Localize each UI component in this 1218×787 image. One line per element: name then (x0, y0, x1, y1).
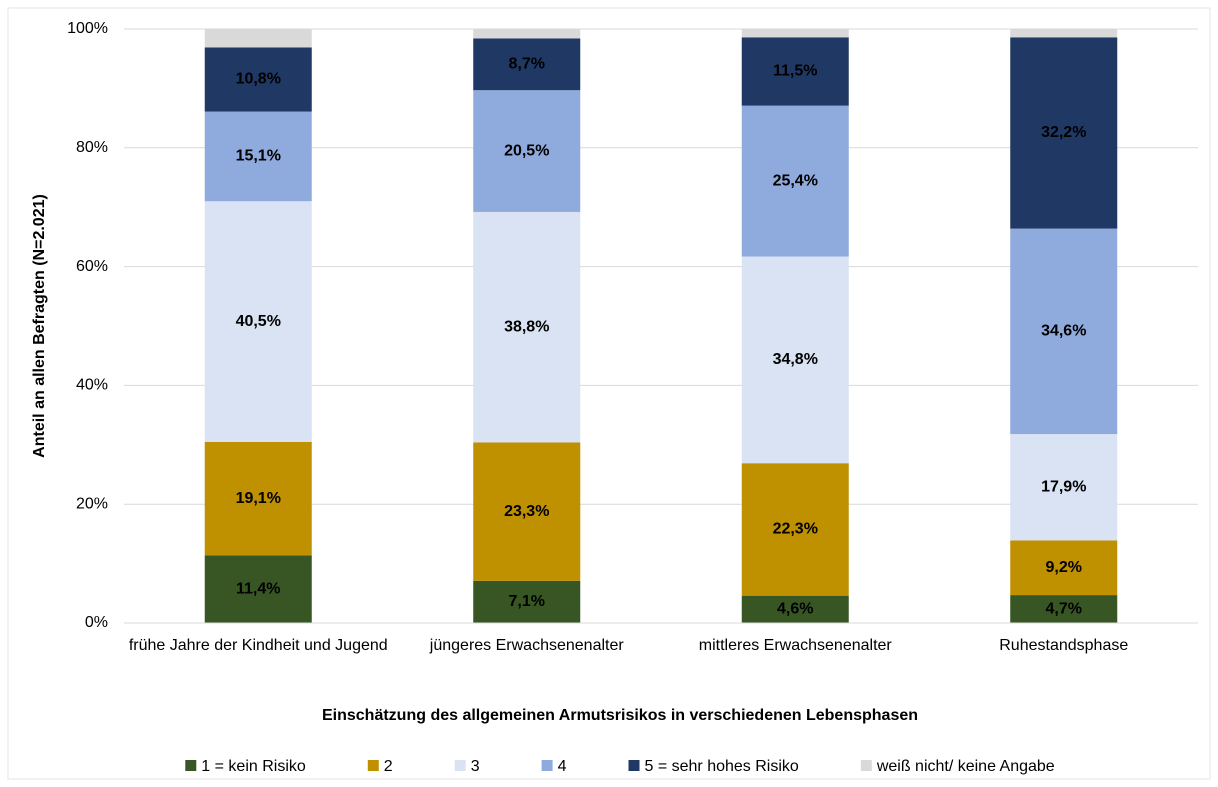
data-label: 40,5% (236, 313, 281, 330)
x-tick-label: frühe Jahre der Kindheit und Jugend (128, 637, 388, 654)
y-tick-label: 0% (85, 614, 108, 631)
frame (7, 7, 1211, 780)
data-label: 10,8% (236, 71, 281, 88)
bar-segment (473, 442, 581, 581)
data-label: 15,1% (236, 148, 281, 165)
legend-label: 1 = kein Risiko (201, 758, 306, 775)
legend-marker (185, 760, 197, 771)
y-axis-title: Anteil an allen Befragten (N=2.021) (31, 194, 48, 458)
data-label: 19,1% (236, 490, 281, 507)
legend-marker (454, 760, 466, 771)
legend-label: 4 (558, 758, 567, 775)
bar-segment (741, 29, 849, 38)
data-label: 4,6% (777, 601, 813, 618)
data-label: 11,5% (773, 63, 817, 80)
legend-marker (541, 760, 553, 771)
bar-segment (1010, 595, 1118, 623)
bar-segment (204, 441, 312, 556)
bar-segment (1010, 37, 1118, 229)
bar-segment (204, 555, 312, 623)
data-label: 23,3% (504, 503, 549, 520)
x-tick-label: Ruhestandsphase (999, 637, 1129, 654)
data-label: 22,3% (773, 521, 818, 538)
y-tick-label: 80% (76, 139, 108, 156)
legend-label: 5 = sehr hohes Risiko (645, 758, 799, 775)
bar-segment (473, 38, 581, 91)
data-label: 38,8% (504, 318, 549, 335)
x-tick-label: mittleres Erwachsenenalter (698, 637, 892, 654)
bar-segment (473, 29, 581, 39)
bar-segment (204, 111, 312, 202)
bar-segment (741, 463, 849, 596)
bar-segment (1010, 29, 1118, 38)
x-tick-label: jüngeres Erwachsenenalter (429, 637, 624, 654)
legend-marker (860, 760, 872, 771)
bar-segment (741, 595, 849, 623)
bar-segment (204, 29, 312, 48)
data-label: 34,8% (773, 351, 818, 368)
data-label: 9,2% (1046, 559, 1082, 576)
legend-label: weiß nicht/ keine Angabe (876, 758, 1055, 775)
bar-segment (741, 105, 849, 257)
data-label: 25,4% (773, 172, 818, 189)
x-axis-title: Einschätzung des allgemeinen Armutsrisik… (322, 707, 918, 724)
y-tick-label: 20% (76, 495, 108, 512)
legend-label: 3 (471, 758, 480, 775)
data-label: 34,6% (1041, 323, 1086, 340)
bar-segment (741, 256, 849, 464)
data-label: 20,5% (504, 142, 549, 159)
bar-segment (204, 47, 312, 112)
data-label: 7,1% (509, 593, 545, 610)
y-tick-label: 100% (67, 20, 108, 37)
legend-label: 2 (384, 758, 393, 775)
bar-segment (473, 90, 581, 212)
bar-segment (741, 37, 849, 106)
bar-segment (1010, 228, 1118, 435)
bar-segment (1010, 540, 1118, 596)
data-label: 11,4% (236, 580, 280, 597)
legend-marker (367, 760, 379, 771)
bar-segment (473, 580, 581, 623)
bar-segment (204, 201, 312, 442)
data-label: 4,7% (1046, 600, 1082, 617)
bar-segment (473, 211, 581, 443)
data-label: 32,2% (1041, 124, 1086, 141)
data-label: 17,9% (1041, 478, 1086, 495)
data-label: 8,7% (509, 56, 545, 73)
y-tick-label: 40% (76, 377, 108, 394)
legend-marker (628, 760, 640, 771)
y-tick-label: 60% (76, 258, 108, 275)
bar-segment (1010, 434, 1118, 541)
